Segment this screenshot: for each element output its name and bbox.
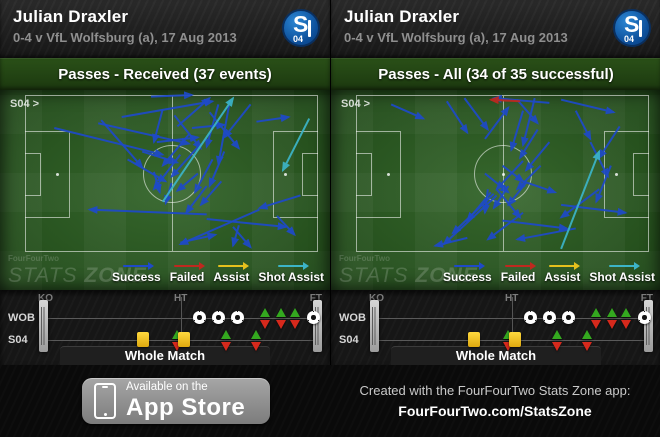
substitution-icon — [582, 330, 593, 351]
whole-match-button[interactable]: Whole Match — [60, 346, 270, 365]
legend-assist: Assist — [544, 262, 581, 284]
goal-icon — [543, 311, 556, 324]
halftime-label: HT — [174, 293, 187, 304]
team-label-s04: S04 — [339, 334, 359, 346]
badge-large-text: App Store — [126, 393, 246, 421]
substitution-icon — [620, 308, 632, 329]
substitution-icon — [607, 308, 618, 329]
match-timeline[interactable]: KO HT FT WOB S04 Whole Match — [331, 290, 660, 365]
legend-shot-assist: Shot Assist — [589, 262, 655, 284]
halftime-divider — [512, 297, 513, 346]
substitution-icon — [502, 330, 514, 351]
panels-row: Julian Draxler 0-4 v VfL Wolfsburg (a), … — [0, 0, 660, 365]
substitution-icon — [171, 330, 183, 351]
match-info: 0-4 v VfL Wolfsburg (a), 17 Aug 2013 — [13, 30, 237, 45]
kickoff-label: KO — [38, 293, 53, 304]
substitution-icon — [276, 308, 287, 329]
timeline-end-handle[interactable] — [644, 300, 653, 352]
goal-icon — [562, 311, 576, 324]
fulltime-label: FT — [640, 293, 653, 304]
whole-match-button[interactable]: Whole Match — [391, 346, 601, 365]
timeline-start-handle[interactable] — [39, 300, 48, 352]
team-label-wob: WOB — [339, 312, 366, 324]
match-info: 0-4 v VfL Wolfsburg (a), 17 Aug 2013 — [344, 30, 568, 45]
chart-title-bar: Passes - Received (37 events) — [0, 58, 330, 90]
chart-title: Passes - Received (37 events) — [58, 65, 272, 83]
halftime-divider — [181, 297, 182, 346]
timeline-start-handle[interactable] — [370, 300, 379, 352]
badge-number: 04 — [293, 34, 304, 44]
app-store-badge[interactable]: Available on the App Store — [82, 378, 270, 424]
halftime-label: HT — [505, 293, 518, 304]
yellow-card-icon — [467, 332, 480, 347]
timeline-end-handle[interactable] — [313, 300, 322, 352]
team-label-s04: S04 — [8, 334, 28, 346]
goal-icon — [231, 311, 245, 324]
pass-legend: Success Failed Assist Shot Assist — [443, 262, 655, 284]
legend-shot-assist: Shot Assist — [258, 262, 324, 284]
match-header: Julian Draxler 0-4 v VfL Wolfsburg (a), … — [331, 0, 660, 58]
badge-letter: S — [293, 11, 309, 37]
footer-bar: Available on the App Store Created with … — [0, 365, 660, 437]
legend-failed: Failed — [170, 262, 206, 284]
substitution-icon — [552, 330, 563, 351]
legend-success: Success — [443, 262, 492, 284]
legend-success: Success — [112, 262, 161, 284]
pass-map-pitch[interactable]: S04 > FourFourTwo STATS ZONE Success Fai… — [0, 90, 330, 290]
schalke-badge-icon: S 04 — [282, 9, 320, 47]
goal-icon — [523, 311, 537, 324]
yellow-card-icon — [508, 332, 521, 347]
kickoff-label: KO — [369, 293, 384, 304]
created-with-block: Created with the FourFourTwo Stats Zone … — [330, 365, 660, 437]
goal-icon — [637, 311, 651, 324]
shot-assist-arrow-icon — [609, 262, 641, 270]
badge-small-text: Available on the — [126, 381, 208, 394]
statszone-watermark: FourFourTwo STATS ZONE — [339, 254, 478, 287]
shot-assist-arrow-icon — [278, 262, 310, 270]
player-name: Julian Draxler — [13, 7, 129, 26]
pass-map-pitch[interactable]: S04 > FourFourTwo STATS ZONE Success Fai… — [331, 90, 660, 290]
yellow-card-icon — [136, 332, 149, 347]
panel-passes-all: Julian Draxler 0-4 v VfL Wolfsburg (a), … — [331, 0, 660, 365]
statszone-url[interactable]: FourFourTwo.com/StatsZone — [398, 403, 592, 419]
substitution-icon — [590, 308, 602, 329]
yellow-card-icon — [177, 332, 190, 347]
statszone-watermark: FourFourTwo STATS ZONE — [8, 254, 147, 287]
pitch-lines — [25, 95, 318, 252]
success-arrow-icon — [454, 262, 486, 270]
substitution-icon — [289, 308, 301, 329]
success-arrow-icon — [123, 262, 155, 270]
assist-arrow-icon — [549, 262, 581, 270]
badge-number: 04 — [624, 34, 635, 44]
goal-icon — [192, 311, 206, 324]
failed-arrow-icon — [505, 262, 537, 270]
match-header: Julian Draxler 0-4 v VfL Wolfsburg (a), … — [0, 0, 330, 58]
goal-icon — [212, 311, 225, 324]
substitution-icon — [221, 330, 232, 351]
legend-failed: Failed — [501, 262, 537, 284]
team-label-wob: WOB — [8, 312, 35, 324]
badge-letter: S — [624, 11, 640, 37]
pass-legend: Success Failed Assist Shot Assist — [112, 262, 324, 284]
substitution-icon — [251, 330, 262, 351]
pitch-lines — [356, 95, 649, 252]
created-with-text: Created with the FourFourTwo Stats Zone … — [359, 383, 631, 398]
team-direction-label: S04 > — [10, 98, 40, 110]
match-timeline[interactable]: KO HT FT WOB S04 Whole Match — [0, 290, 330, 365]
chart-title-bar: Passes - All (34 of 35 successful) — [331, 58, 660, 90]
goal-icon — [306, 311, 320, 324]
team-direction-label: S04 > — [341, 98, 371, 110]
failed-arrow-icon — [174, 262, 206, 270]
assist-arrow-icon — [218, 262, 250, 270]
chart-title: Passes - All (34 of 35 successful) — [378, 65, 614, 83]
player-name: Julian Draxler — [344, 7, 460, 26]
schalke-badge-icon: S 04 — [613, 9, 651, 47]
panel-passes-received: Julian Draxler 0-4 v VfL Wolfsburg (a), … — [0, 0, 331, 365]
fulltime-label: FT — [309, 293, 322, 304]
iphone-icon — [94, 383, 116, 419]
substitution-icon — [259, 308, 271, 329]
legend-assist: Assist — [213, 262, 250, 284]
